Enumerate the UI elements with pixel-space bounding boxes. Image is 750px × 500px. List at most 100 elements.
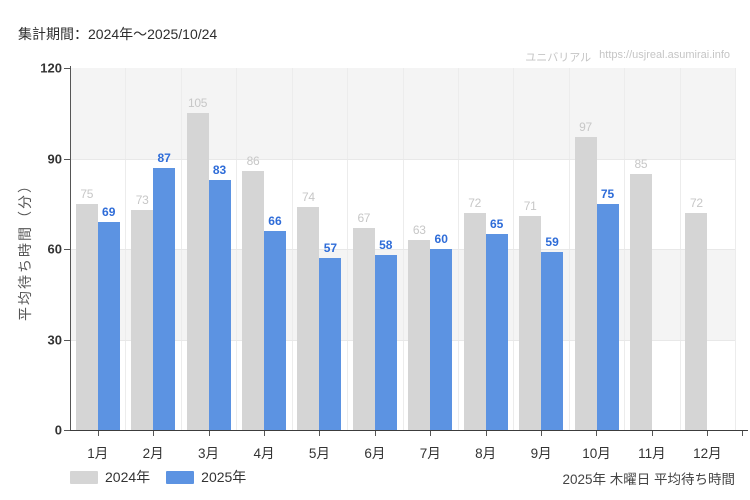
bar-value-label: 97 bbox=[579, 120, 592, 135]
chart-column: 72 65 bbox=[458, 68, 513, 430]
y-axis-tick-label: 120 bbox=[40, 60, 62, 76]
x-axis-line bbox=[70, 430, 748, 431]
x-axis-tick-mark bbox=[153, 431, 155, 436]
x-axis-tick-mark bbox=[485, 431, 487, 436]
x-axis-tick-mark bbox=[430, 431, 432, 436]
bar-value-label: 86 bbox=[246, 153, 260, 168]
x-axis-label: 12月 bbox=[693, 446, 722, 461]
watermark-site-name: ユニバリアル bbox=[525, 52, 592, 64]
bar-value-label: 73 bbox=[135, 192, 149, 207]
bar-value-label: 87 bbox=[157, 150, 171, 165]
bar-value-label: 58 bbox=[379, 238, 393, 253]
vertical-gridline bbox=[735, 68, 736, 430]
bar-2025年: 69 bbox=[97, 205, 120, 430]
bar-slot: 58 bbox=[374, 68, 397, 430]
bar-slot: 72 bbox=[463, 68, 486, 430]
x-axis-tick-mark bbox=[319, 431, 321, 436]
chart-column: 63 60 bbox=[403, 68, 458, 430]
x-axis-label: 8月 bbox=[475, 446, 497, 461]
chart-column: 105 83 bbox=[181, 68, 236, 430]
chart-column: 85 bbox=[624, 68, 679, 430]
bar-slot bbox=[707, 68, 729, 430]
chart-column: 75 69 bbox=[70, 68, 125, 430]
bar-slot: 69 bbox=[97, 68, 120, 430]
horizontal-gridline bbox=[70, 249, 735, 250]
bar-2024年: 72 bbox=[685, 196, 708, 430]
x-axis-tick-mark bbox=[651, 431, 653, 436]
chart-column: 74 57 bbox=[292, 68, 347, 430]
chart-columns: 75 69 73 87 105 83 86 66 74 57 67 58 63 60 72 65 71 59 97 7… bbox=[70, 68, 735, 430]
bar-value-label: 67 bbox=[357, 210, 371, 225]
bar-2024年: 71 bbox=[519, 199, 542, 430]
legend-item-2024年: 2024年 bbox=[70, 467, 150, 487]
y-axis-tick-label: 60 bbox=[47, 241, 62, 257]
plot-area: 75 69 73 87 105 83 86 66 74 57 67 58 63 60 72 65 71 59 97 7… bbox=[70, 68, 736, 430]
legend-label: 2024年 bbox=[105, 469, 151, 485]
bar-slot: 87 bbox=[153, 68, 176, 430]
bar-slot: 71 bbox=[519, 68, 542, 430]
bar-value-label: 66 bbox=[268, 213, 282, 228]
bar-slot: 105 bbox=[186, 68, 209, 430]
y-axis-tick-label: 30 bbox=[47, 332, 62, 347]
y-axis-tick-mark bbox=[64, 158, 70, 160]
bar-2024年: 63 bbox=[408, 223, 431, 430]
bar-value-label: 59 bbox=[545, 235, 559, 250]
chart-column: 72 bbox=[680, 68, 735, 430]
bar-2024年: 72 bbox=[463, 196, 486, 430]
x-axis-label: 6月 bbox=[364, 446, 386, 461]
legend: 2024年 2025年 bbox=[70, 467, 246, 487]
bar-slot: 75 bbox=[596, 68, 619, 430]
bar-2025年: 60 bbox=[430, 232, 453, 430]
bar-2025年: 66 bbox=[263, 214, 286, 430]
bar-value-label: 63 bbox=[412, 222, 426, 237]
x-axis-label: 9月 bbox=[530, 446, 552, 461]
bar-slot: 75 bbox=[75, 68, 98, 430]
chart-column: 71 59 bbox=[513, 68, 568, 430]
x-axis-label: 2月 bbox=[142, 446, 164, 461]
bar-value-label: 85 bbox=[634, 156, 648, 171]
bar-value-label: 71 bbox=[523, 198, 537, 213]
watermark: ユニバリアル https://usjreal.asumirai.info bbox=[525, 49, 730, 65]
bar-2025年: 87 bbox=[153, 151, 176, 430]
bar-value-label: 105 bbox=[187, 96, 208, 111]
bar-value-label: 65 bbox=[489, 216, 504, 231]
bar-slot: 83 bbox=[208, 68, 231, 430]
bar-2024年: 73 bbox=[131, 193, 154, 430]
bar-2025年: 83 bbox=[208, 163, 231, 430]
bar-slot: 65 bbox=[485, 68, 508, 430]
chart-caption: 2025年 木曜日 平均待ち時間 bbox=[562, 472, 735, 487]
bar-2025年: 57 bbox=[319, 241, 342, 430]
x-axis-label: 3月 bbox=[198, 446, 220, 461]
bar-2024年: 97 bbox=[574, 120, 597, 430]
bar-value-label: 69 bbox=[102, 204, 116, 219]
chart-column: 73 87 bbox=[125, 68, 180, 430]
bar-slot: 66 bbox=[263, 68, 286, 430]
bar-2024年: 67 bbox=[352, 211, 375, 430]
x-axis-tick-mark bbox=[374, 431, 376, 436]
y-axis-tick-mark bbox=[64, 249, 70, 250]
bar-slot: 86 bbox=[241, 68, 264, 430]
x-axis-labels: 1月 2月 3月 4月 5月 6月 7月 8月 9月 10月 11月 12月 bbox=[70, 442, 735, 462]
x-axis-tick-mark bbox=[208, 431, 210, 436]
bar-2024年: 85 bbox=[629, 157, 652, 430]
bar-value-label: 72 bbox=[468, 195, 482, 210]
x-axis-tick-mark bbox=[596, 431, 598, 436]
y-axis-tick-mark bbox=[64, 339, 70, 341]
y-axis-tick-mark bbox=[64, 68, 70, 69]
bar-slot: 85 bbox=[629, 68, 652, 430]
x-axis-label: 10月 bbox=[582, 446, 611, 461]
bar-slot: 63 bbox=[408, 68, 431, 430]
chart-column: 67 58 bbox=[347, 68, 402, 430]
x-axis-label: 11月 bbox=[638, 446, 666, 461]
bar-slot: 57 bbox=[319, 68, 342, 430]
x-axis-label: 5月 bbox=[308, 446, 330, 461]
y-axis-tick-label: 0 bbox=[54, 422, 62, 438]
bar-2024年: 75 bbox=[75, 187, 98, 430]
aggregation-period-label: 集計期間：2024年～2025/10/24 bbox=[18, 26, 218, 42]
bar-slot: 72 bbox=[685, 68, 708, 430]
horizontal-gridline bbox=[70, 339, 735, 341]
x-axis-tick-mark bbox=[707, 431, 709, 436]
x-axis-label: 7月 bbox=[419, 446, 441, 461]
bar-slot: 73 bbox=[131, 68, 154, 430]
x-axis-label: 1月 bbox=[87, 446, 109, 461]
